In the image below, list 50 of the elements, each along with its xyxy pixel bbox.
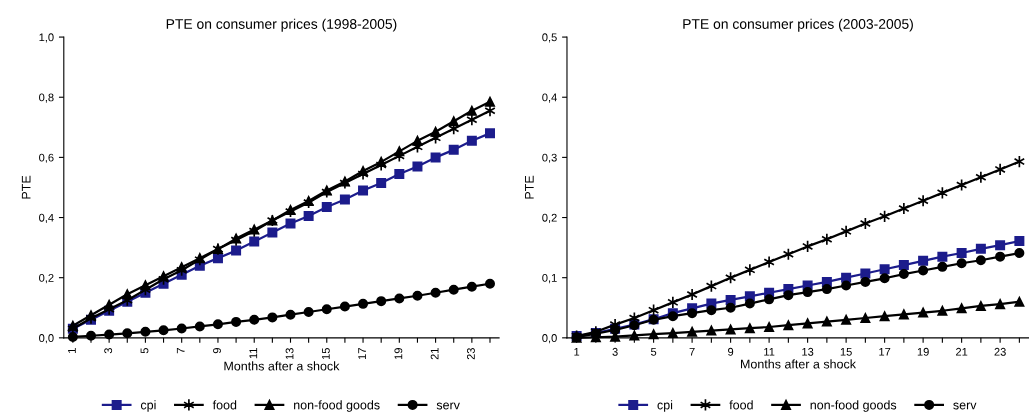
y-tick-label: 0,2	[542, 213, 557, 223]
legend-label: food	[729, 400, 753, 410]
x-tick-label: 5	[140, 348, 149, 354]
chart-title: PTE on consumer prices (2003-2005)	[683, 18, 913, 32]
legend-label: cpi	[657, 400, 673, 412]
x-axis-title: Months after a shock	[741, 359, 857, 369]
x-tick-label: 15	[322, 348, 330, 360]
y-tick-label: 1,0	[39, 33, 54, 43]
x-tick-label: 13	[285, 348, 294, 360]
y-tick-label: 0,5	[542, 33, 557, 43]
x-tick-label: 9	[728, 347, 734, 356]
x-tick-label: 7	[689, 347, 695, 356]
x-tick-label: 21	[956, 347, 968, 356]
legend-label: serv	[436, 402, 460, 410]
y-tick-label: 0,8	[39, 93, 54, 103]
x-tick-label: 1	[68, 348, 76, 353]
x-tick-label: 17	[879, 347, 891, 356]
legend-label: cpi	[140, 400, 156, 412]
x-tick-label: 9	[213, 348, 221, 354]
y-tick-label: 0,0	[542, 334, 557, 344]
y-tick-label: 0,3	[542, 153, 557, 163]
y-axis-title: PTE	[525, 175, 534, 199]
x-tick-label: 11	[249, 348, 258, 359]
y-axis-title: PTE	[21, 175, 31, 199]
y-tick-label: 0,4	[542, 93, 557, 103]
legend-label: non-food goods	[810, 400, 897, 412]
x-tick-label: 11	[764, 347, 775, 356]
y-tick-label: 0,2	[39, 273, 54, 284]
x-tick-label: 3	[104, 348, 113, 354]
y-tick-label: 0,4	[39, 213, 54, 223]
y-tick-label: 0,6	[39, 153, 54, 163]
legend-label: food	[212, 400, 237, 410]
x-tick-label: 7	[176, 348, 185, 354]
x-tick-label: 21	[430, 348, 439, 360]
y-tick-label: 0,0	[39, 334, 54, 344]
x-axis-title: Months after a shock	[224, 361, 340, 371]
legend-label: serv	[953, 402, 977, 410]
x-tick-label: 13	[802, 347, 814, 356]
chart-title: PTE on consumer prices (1998-2005)	[166, 18, 397, 32]
y-tick-label: 0,1	[542, 273, 557, 284]
x-tick-label: 19	[394, 348, 403, 360]
x-tick-label: 17	[358, 348, 366, 360]
x-tick-label: 23	[994, 347, 1006, 356]
x-tick-label: 3	[612, 347, 618, 356]
x-tick-label: 19	[917, 347, 929, 356]
x-tick-label: 15	[840, 347, 852, 356]
legend-label: non-food goods	[294, 400, 380, 412]
x-tick-label: 5	[650, 347, 657, 356]
x-tick-label: 1	[574, 347, 580, 356]
x-tick-label: 23	[466, 348, 475, 360]
